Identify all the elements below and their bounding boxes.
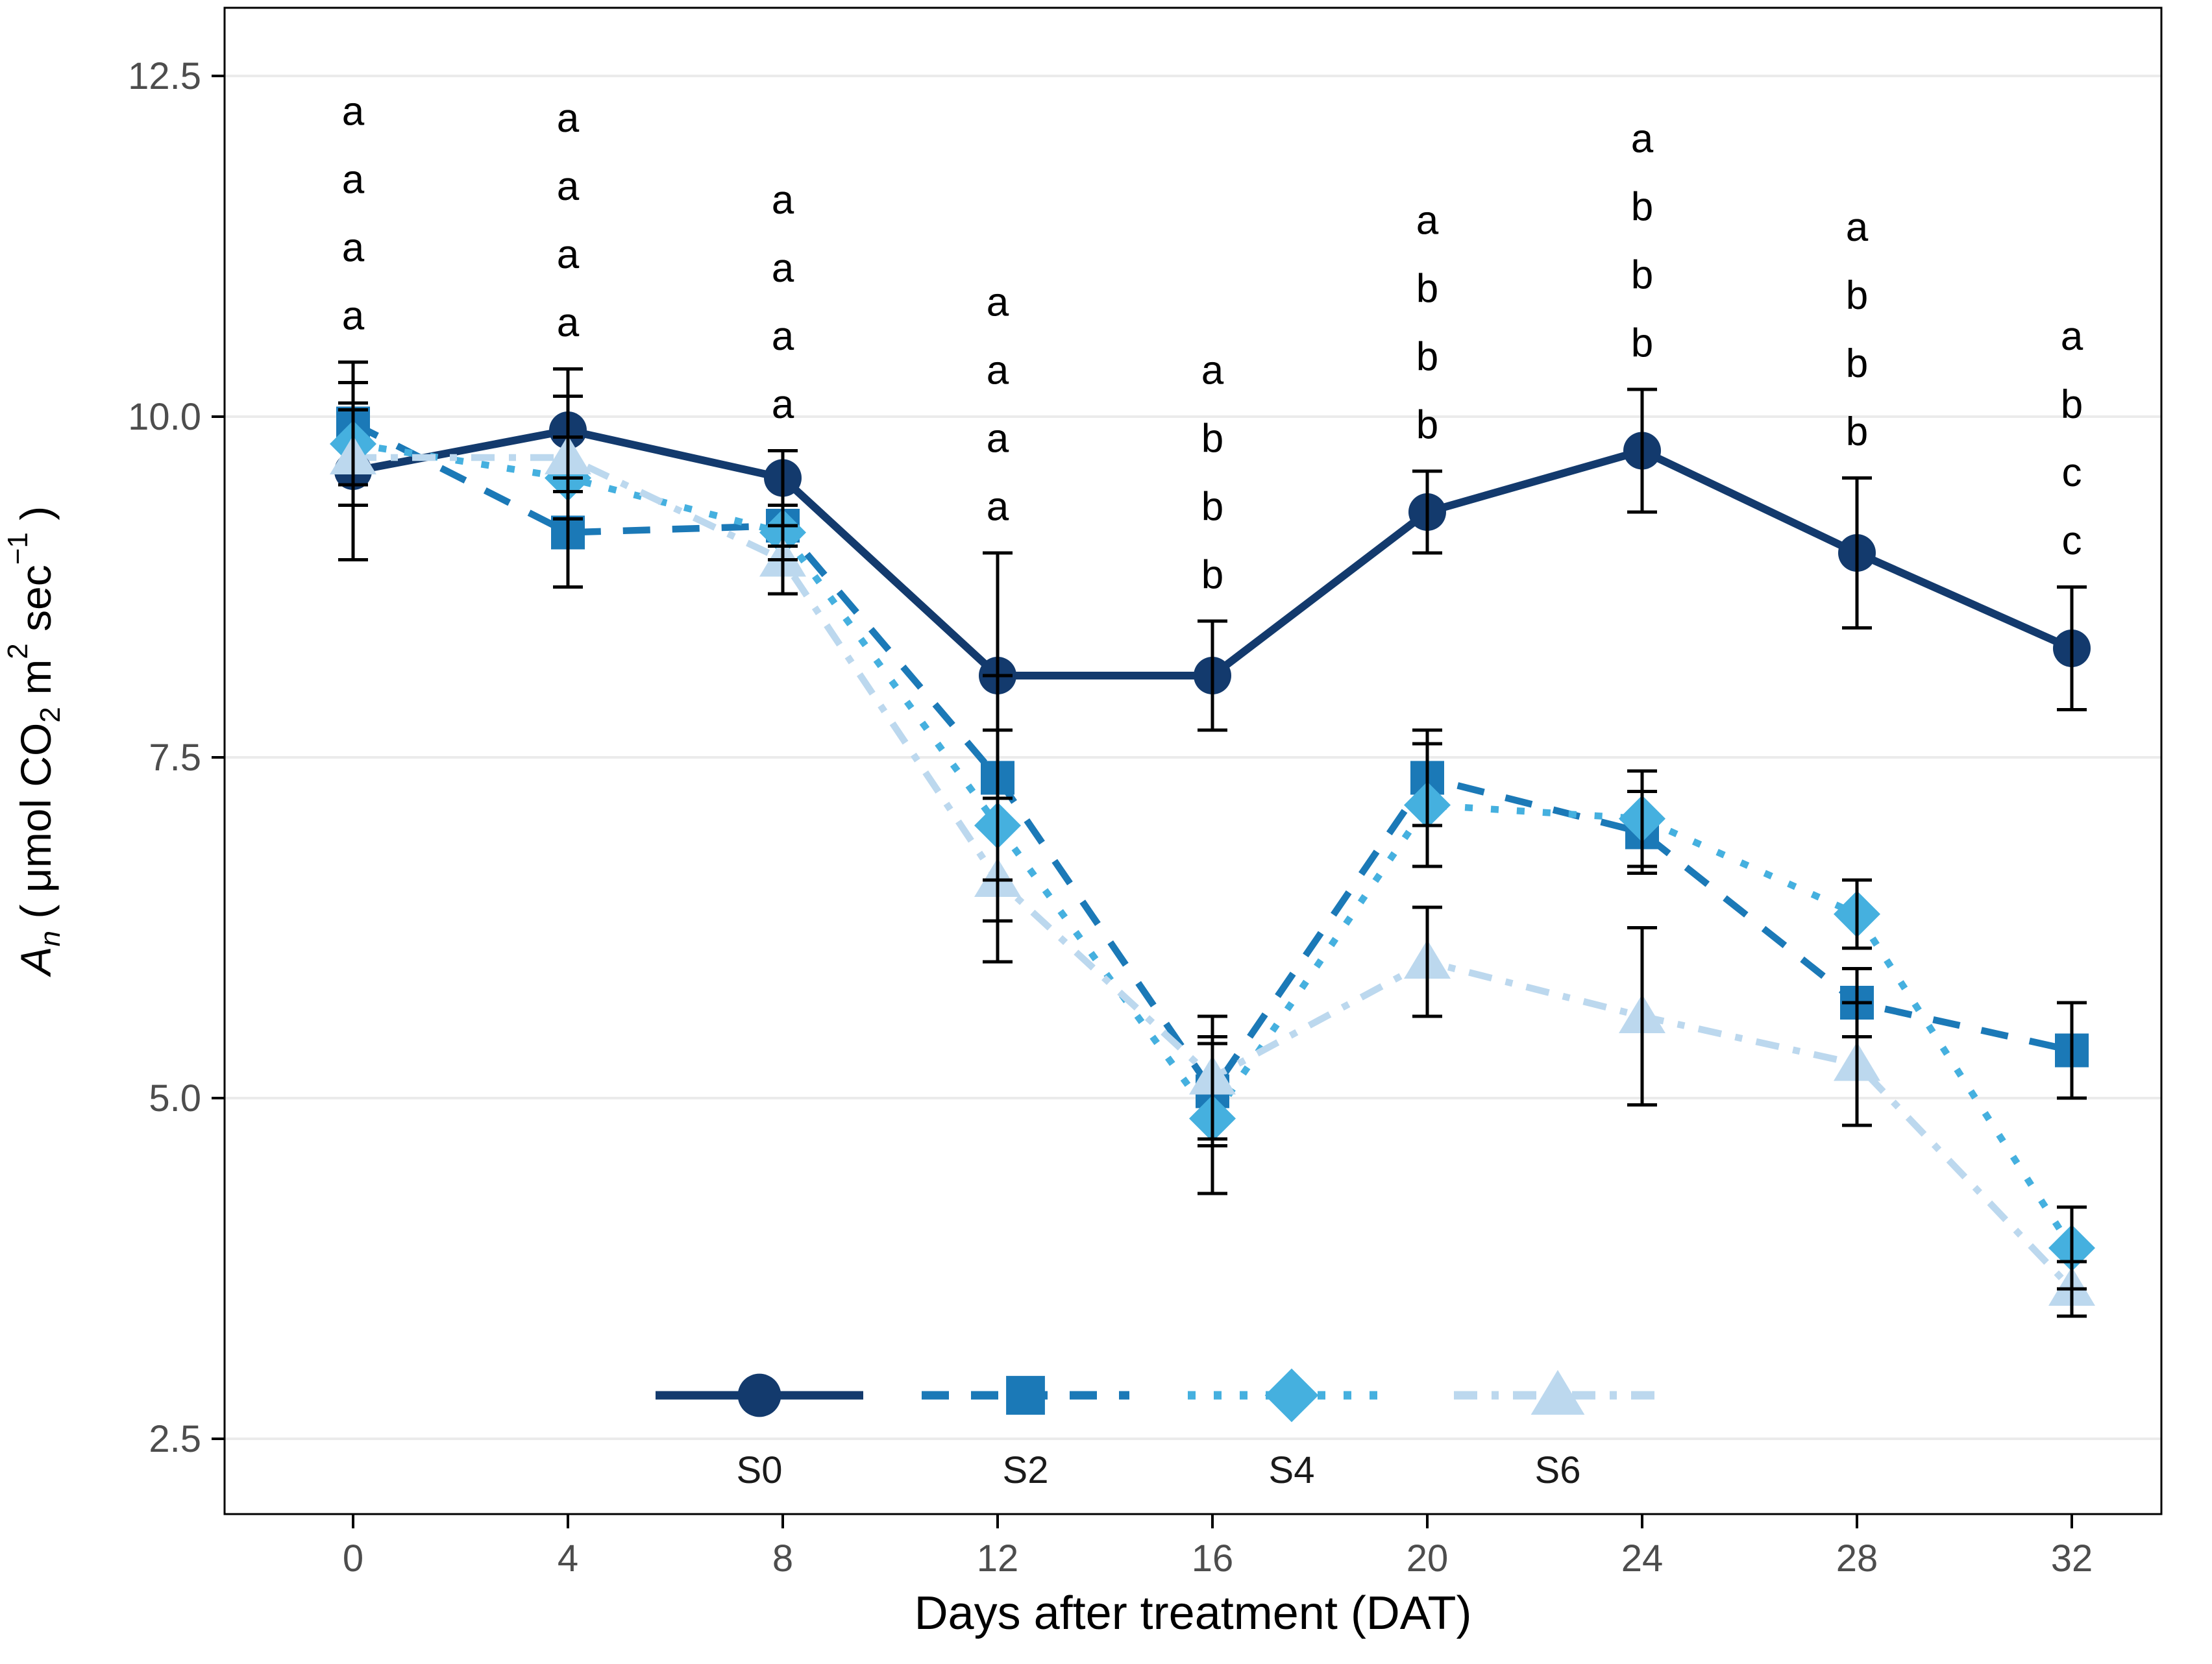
x-tick-label: 12 <box>977 1537 1019 1580</box>
x-tick-label: 16 <box>1192 1537 1234 1580</box>
sig-letter: b <box>1201 553 1223 598</box>
y-tick-label: 7.5 <box>149 737 201 779</box>
sig-letter: a <box>987 485 1009 530</box>
marker-triangle <box>1530 1369 1585 1415</box>
marker-diamond <box>1264 1368 1319 1423</box>
legend: S0 S2 S4 S6 <box>656 1368 1662 1491</box>
sig-letter: a <box>772 246 794 291</box>
sig-letter: b <box>1631 185 1653 230</box>
y-axis: 2.5 5.0 7.5 10.0 12.5 <box>128 55 225 1460</box>
sig-letter: b <box>1631 321 1653 366</box>
x-axis-title: Days after treatment (DAT) <box>915 1587 1472 1639</box>
y-axis-title: An ( μmol CO2 m2 sec−1 ) <box>2 506 66 978</box>
panel-border <box>223 6 2163 1515</box>
sig-letter: a <box>987 349 1009 393</box>
marker-circle <box>737 1373 781 1417</box>
sig-letter: a <box>342 294 365 339</box>
sig-letter: a <box>342 158 365 202</box>
sig-letter: b <box>1416 335 1438 380</box>
sig-letter: a <box>772 382 794 427</box>
sig-letter: a <box>557 232 580 277</box>
sig-letter: a <box>1846 205 1869 250</box>
sig-letter: c <box>2062 450 2082 495</box>
error-bars <box>338 360 2087 1318</box>
sig-letter: a <box>772 178 794 223</box>
sig-letter: b <box>1846 273 1868 318</box>
sig-letter: a <box>342 90 365 134</box>
sig-letter: b <box>2061 382 2083 427</box>
sig-letter: b <box>1201 485 1223 530</box>
x-tick-label: 32 <box>2051 1537 2093 1580</box>
y-tick-label: 2.5 <box>149 1418 201 1460</box>
legend-label: S6 <box>1535 1449 1581 1491</box>
sig-letter: a <box>1631 117 1654 162</box>
gridlines <box>225 75 2161 1440</box>
sig-letter: a <box>772 314 794 359</box>
legend-label: S0 <box>737 1449 783 1491</box>
sig-letter: a <box>557 300 580 345</box>
sig-letter: a <box>557 96 580 141</box>
x-tick-label: 0 <box>343 1537 363 1580</box>
marker-square <box>1006 1376 1045 1415</box>
sig-letter: a <box>1416 199 1439 243</box>
legend-label: S2 <box>1003 1449 1049 1491</box>
x-axis: 0 4 8 12 16 20 24 28 32 <box>343 1514 2093 1580</box>
legend-item-S2: S2 <box>922 1376 1129 1491</box>
sig-letter: b <box>1416 403 1438 448</box>
sig-letter: a <box>987 417 1009 461</box>
sig-letter: b <box>1846 341 1868 386</box>
y-tick-label: 12.5 <box>128 55 201 97</box>
x-tick-label: 4 <box>558 1537 578 1580</box>
series-line-S4 <box>352 440 2075 1250</box>
sig-letter: a <box>557 164 580 209</box>
sig-letter: a <box>987 280 1009 325</box>
sig-letter: b <box>1631 253 1653 298</box>
legend-item-S0: S0 <box>656 1373 863 1491</box>
x-tick-label: 28 <box>1836 1537 1878 1580</box>
sig-letter: b <box>1201 417 1223 461</box>
legend-label: S4 <box>1269 1449 1315 1491</box>
sig-letter: b <box>1846 410 1868 454</box>
x-tick-label: 24 <box>1621 1537 1664 1580</box>
sig-letter: c <box>2062 519 2082 563</box>
sig-letter: a <box>342 226 365 271</box>
x-tick-label: 20 <box>1407 1537 1449 1580</box>
legend-item-S6: S6 <box>1454 1369 1662 1491</box>
y-tick-label: 10.0 <box>128 396 201 438</box>
y-tick-label: 5.0 <box>149 1077 201 1120</box>
series-line-S2 <box>351 420 2073 1097</box>
sig-letter: a <box>2061 314 2083 359</box>
sig-letter: a <box>1201 349 1224 393</box>
legend-item-S4: S4 <box>1188 1368 1395 1491</box>
x-tick-label: 8 <box>772 1537 793 1580</box>
sig-letter: b <box>1416 267 1438 312</box>
